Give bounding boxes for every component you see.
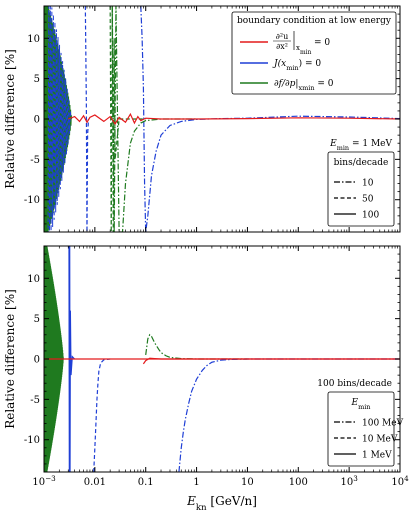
xtick-label: 1 bbox=[193, 477, 199, 488]
legend-label: J(xmin) = 0 bbox=[272, 58, 321, 72]
ytick-label: 10 bbox=[27, 34, 40, 45]
legend-box bbox=[327, 151, 395, 227]
legend-label: 10 bbox=[362, 179, 374, 189]
annotation-emin: Emin = 1 MeV bbox=[329, 139, 392, 152]
series-burst-green-solid bbox=[44, 246, 64, 472]
ytick-label: 5 bbox=[34, 74, 40, 85]
ytick-label: -5 bbox=[30, 155, 40, 166]
xtick-label: 0.01 bbox=[84, 477, 106, 488]
legend-style-top: bins/decade 10 50 100 bbox=[327, 151, 395, 227]
plot-area-bottom bbox=[44, 246, 400, 472]
ytick-label: 5 bbox=[34, 314, 40, 325]
ytick-label: 0 bbox=[34, 355, 40, 366]
annotation-bins: 100 bins/decade bbox=[317, 379, 392, 389]
y-axis-label: Relative difference [%] bbox=[3, 49, 17, 189]
ytick-label: -10 bbox=[24, 195, 40, 206]
xtick-label: 104 bbox=[391, 474, 409, 489]
x-axis-label: Ekn [GeV/n] bbox=[186, 494, 257, 513]
ytick-label: -10 bbox=[24, 435, 40, 446]
ytick-label: 10 bbox=[27, 274, 40, 285]
legend-title: bins/decade bbox=[334, 158, 389, 168]
panel-top: -10 -5 0 5 10 Relative difference [%] Emin = 1… bbox=[3, 5, 401, 233]
series-line-1-2 bbox=[178, 358, 400, 472]
legend-boundary-condition: boundary condition at low energy ∂²u∂x² xm… bbox=[231, 11, 397, 95]
series-line-1-4 bbox=[68, 246, 76, 472]
plot-area-top bbox=[44, 6, 400, 232]
xtick-label: 100 bbox=[289, 477, 308, 488]
legend-label: 100 bbox=[362, 211, 379, 221]
legend-box bbox=[327, 391, 395, 467]
xtick-label: 0.1 bbox=[138, 477, 154, 488]
xtick-label: 10 bbox=[241, 477, 254, 488]
legend-box bbox=[231, 11, 397, 95]
xtick-label: 103 bbox=[340, 474, 358, 489]
legend-frac-num: ∂²u bbox=[276, 32, 289, 41]
panel-bottom: -10 -5 0 5 10 Relative difference [%] 10−3 0.01… bbox=[3, 245, 409, 513]
ytick-label: 0 bbox=[34, 115, 40, 126]
legend-label: ∂f/∂p|xmin = 0 bbox=[274, 79, 334, 92]
legend-eval-sub: xmin bbox=[296, 44, 312, 56]
legend-eq: = 0 bbox=[314, 38, 330, 48]
legend-label: 50 bbox=[362, 195, 374, 205]
series-line-0-3 bbox=[109, 6, 146, 232]
legend-label: 10 MeV bbox=[362, 435, 398, 445]
y-axis-label: Relative difference [%] bbox=[3, 289, 17, 429]
series-line-0-2 bbox=[111, 6, 197, 232]
series-line-0-0 bbox=[140, 6, 400, 232]
series-burst-blue-dashed bbox=[47, 6, 72, 232]
legend-title: Emin bbox=[351, 398, 371, 411]
series-line-0-4 bbox=[68, 112, 400, 125]
series-line-0-1 bbox=[84, 6, 90, 232]
series-line-1-0 bbox=[145, 333, 248, 360]
legend-label: 100 MeV bbox=[362, 419, 404, 429]
legend-label: 1 MeV bbox=[362, 451, 392, 461]
legend-title: boundary condition at low energy bbox=[237, 16, 392, 26]
xtick-label: 10−3 bbox=[32, 474, 56, 489]
legend-frac-den: ∂x² bbox=[276, 42, 288, 51]
legend-style-bottom: Emin 100 MeV 10 MeV 1 MeV bbox=[327, 391, 404, 467]
ytick-label: -5 bbox=[30, 395, 40, 406]
series-line-1-3 bbox=[93, 358, 111, 472]
